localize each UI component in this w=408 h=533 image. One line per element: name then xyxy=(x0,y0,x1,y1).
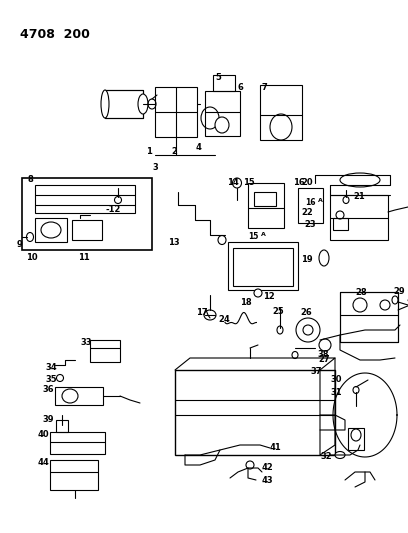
Bar xyxy=(233,248,293,286)
Text: 44: 44 xyxy=(38,458,50,467)
Text: 39: 39 xyxy=(42,415,53,424)
Bar xyxy=(55,387,103,405)
Text: 34: 34 xyxy=(45,363,57,372)
Ellipse shape xyxy=(101,90,109,118)
Text: 26: 26 xyxy=(300,308,312,317)
Ellipse shape xyxy=(62,389,78,403)
Text: 9: 9 xyxy=(17,240,23,249)
Ellipse shape xyxy=(336,211,344,219)
Text: 43: 43 xyxy=(262,476,274,485)
Text: 24: 24 xyxy=(218,315,230,324)
Ellipse shape xyxy=(335,451,345,458)
Text: 31: 31 xyxy=(330,388,341,397)
Text: 21: 21 xyxy=(353,192,365,201)
Bar xyxy=(248,183,284,228)
Text: 8: 8 xyxy=(28,175,34,184)
Ellipse shape xyxy=(41,222,61,238)
Text: 19: 19 xyxy=(302,255,313,264)
Text: 11: 11 xyxy=(78,253,90,262)
Ellipse shape xyxy=(296,318,320,342)
Ellipse shape xyxy=(246,461,254,469)
Text: 7: 7 xyxy=(262,83,268,92)
Ellipse shape xyxy=(380,300,390,310)
Ellipse shape xyxy=(218,236,226,245)
Text: 15: 15 xyxy=(243,178,255,187)
Bar xyxy=(56,420,68,432)
Ellipse shape xyxy=(254,289,262,297)
Bar xyxy=(330,195,388,240)
Text: 32: 32 xyxy=(320,452,332,461)
Bar xyxy=(205,91,240,136)
Text: -12: -12 xyxy=(106,205,121,214)
Ellipse shape xyxy=(351,429,361,441)
Text: 22: 22 xyxy=(301,208,313,217)
Bar xyxy=(35,185,135,213)
Bar xyxy=(105,90,143,118)
Bar xyxy=(50,432,105,454)
Text: 23: 23 xyxy=(304,220,316,229)
Bar xyxy=(213,75,235,91)
Text: 42: 42 xyxy=(262,463,274,472)
Text: A: A xyxy=(261,232,266,237)
Bar xyxy=(260,85,302,140)
Ellipse shape xyxy=(233,178,242,188)
Text: 16: 16 xyxy=(305,198,315,207)
Ellipse shape xyxy=(138,94,148,114)
Text: 35: 35 xyxy=(45,375,57,384)
Bar xyxy=(35,218,67,242)
Ellipse shape xyxy=(215,117,229,133)
Ellipse shape xyxy=(270,114,292,140)
Bar xyxy=(105,90,143,118)
Bar xyxy=(228,242,298,290)
Text: 1: 1 xyxy=(146,147,152,156)
Text: 28: 28 xyxy=(355,288,367,297)
Bar xyxy=(90,340,120,362)
Bar xyxy=(155,87,197,137)
Bar xyxy=(175,370,335,455)
Text: 4: 4 xyxy=(196,143,202,152)
Bar xyxy=(340,292,398,342)
Text: 27: 27 xyxy=(318,355,330,364)
Text: 33: 33 xyxy=(80,338,91,347)
Bar xyxy=(298,188,323,223)
Ellipse shape xyxy=(340,173,380,187)
Bar xyxy=(348,428,364,450)
Text: 12: 12 xyxy=(263,292,275,301)
Bar xyxy=(72,220,102,240)
Text: 41: 41 xyxy=(270,443,282,452)
Text: 17: 17 xyxy=(196,308,208,317)
Ellipse shape xyxy=(319,339,331,351)
Ellipse shape xyxy=(353,298,367,312)
Bar xyxy=(22,178,152,250)
Text: 2: 2 xyxy=(171,147,177,156)
Bar xyxy=(333,218,348,230)
Ellipse shape xyxy=(201,107,219,129)
Text: 37: 37 xyxy=(310,367,322,376)
Text: 20: 20 xyxy=(302,178,313,187)
Text: 30: 30 xyxy=(330,375,341,384)
Text: 15: 15 xyxy=(248,232,258,241)
Text: 18: 18 xyxy=(240,298,252,307)
Text: 6: 6 xyxy=(237,83,243,92)
Text: 5: 5 xyxy=(215,73,221,82)
Bar xyxy=(50,460,98,490)
Text: 40: 40 xyxy=(38,430,50,439)
Text: A: A xyxy=(318,198,323,203)
Text: 38: 38 xyxy=(317,350,328,359)
Text: 4708  200: 4708 200 xyxy=(20,28,90,41)
Text: 36: 36 xyxy=(42,385,53,394)
Text: 14: 14 xyxy=(227,178,239,187)
Ellipse shape xyxy=(204,310,216,320)
Text: 29: 29 xyxy=(393,287,405,296)
Text: 13: 13 xyxy=(168,238,180,247)
Text: 25: 25 xyxy=(272,307,284,316)
Text: 3: 3 xyxy=(152,163,158,172)
Text: 16: 16 xyxy=(293,178,305,187)
Text: 10: 10 xyxy=(26,253,38,262)
Bar xyxy=(254,192,276,206)
